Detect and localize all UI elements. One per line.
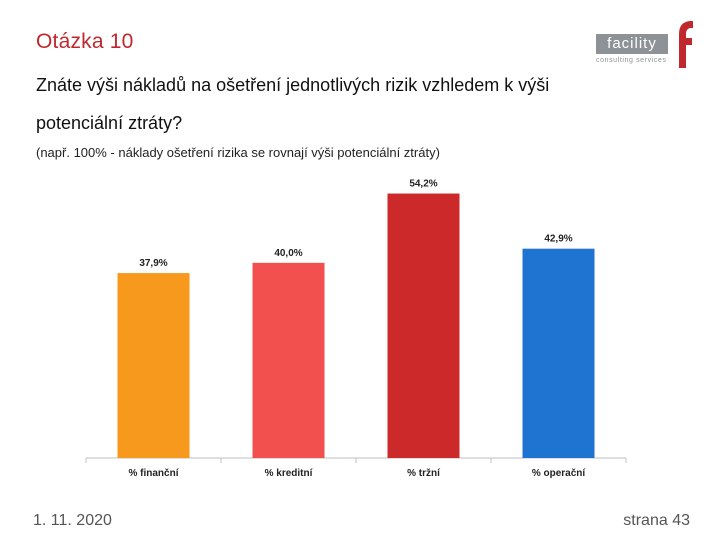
logo-word: facility <box>596 34 668 54</box>
logo-tagline: consulting services <box>596 57 667 64</box>
category-label: % finanční <box>128 468 179 479</box>
logo-f-icon <box>679 21 693 68</box>
bar-value-label: 42,9% <box>544 234 572 245</box>
footer-page-number: strana 43 <box>623 512 690 529</box>
bar-1 <box>117 273 190 458</box>
question-note: (např. 100% - náklady ošetření rizika se… <box>36 145 440 160</box>
question-text: Znáte výši nákladů na ošetření jednotliv… <box>36 75 550 133</box>
bar-2 <box>252 262 325 458</box>
bar-value-label: 54,2% <box>409 179 437 190</box>
footer-date: 1. 11. 2020 <box>33 512 112 529</box>
bar-value-label: 37,9% <box>139 258 167 269</box>
category-label: % kreditní <box>265 468 314 479</box>
category-label: % tržní <box>407 468 441 479</box>
slide-title: Otázka 10 <box>36 30 134 53</box>
category-label: % operační <box>532 468 587 479</box>
bar-4 <box>522 248 595 458</box>
bar-value-label: 40,0% <box>274 248 302 259</box>
company-logo: facility consulting services <box>594 20 698 70</box>
bar-3 <box>387 193 460 458</box>
